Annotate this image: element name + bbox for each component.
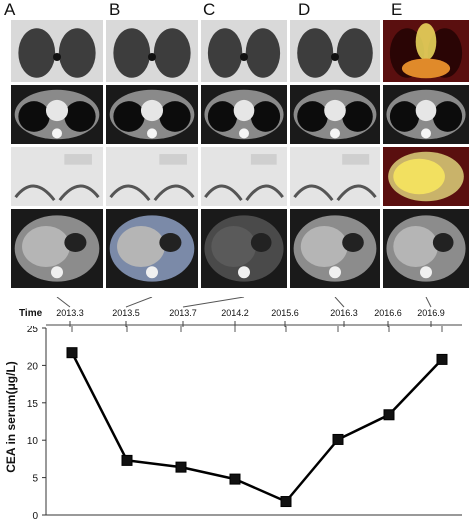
timeline-label: Time [19, 308, 43, 319]
ct-scan-liver-soft-tissue-window-panel-b [106, 209, 198, 288]
data-point-marker [175, 461, 187, 473]
panel-connector-line [125, 297, 153, 308]
timeline-date-label: 2013.7 [169, 308, 197, 318]
timeline-date-label: 2015.6 [271, 308, 299, 318]
ct-scan-liver-bone-window-panel-c [201, 147, 287, 206]
ct-scan-liver-soft-tissue-window-panel-e [383, 209, 469, 288]
panel-label-e: E [391, 0, 403, 19]
ct-scan-liver-bone-window-panel-a [11, 147, 103, 206]
ct-scan-liver-bone-window-panel-b [106, 147, 198, 206]
ct-scan-mediastinal-window-panel-c [201, 85, 287, 144]
ct-scan-lung-window-upper-chest-panel-b [106, 20, 198, 82]
ct-scan-liver-bone-window-panel-d [290, 147, 380, 206]
y-tick-label: 10 [27, 436, 39, 447]
ct-scan-liver-soft-tissue-window-panel-a [11, 209, 103, 288]
y-tick-label: 15 [27, 399, 39, 410]
ct-scan-mediastinal-window-panel-a [11, 85, 103, 144]
timeline-date-label: 2016.9 [417, 308, 445, 318]
panel-label-c: C [203, 0, 216, 19]
scan-image [106, 85, 198, 144]
timeline-date-label: 2016.3 [330, 308, 358, 318]
data-point-marker [332, 433, 344, 445]
panel-connector-line [56, 297, 71, 308]
scan-image [11, 209, 103, 288]
data-point-marker [66, 347, 78, 359]
ct-scan-liver-soft-tissue-window-panel-d [290, 209, 380, 288]
panel-connector-line [334, 297, 345, 308]
y-tick-label: 0 [32, 511, 38, 520]
timeline-date-label: 2013.5 [112, 308, 140, 318]
y-tick-label: 5 [32, 474, 38, 485]
scan-image [11, 147, 103, 206]
data-point-marker [383, 409, 395, 421]
y-tick-label: 25 [27, 326, 39, 335]
scan-image [11, 20, 103, 82]
ct-scan-mediastinal-window-panel-e [383, 85, 469, 144]
scan-image [383, 147, 469, 206]
data-point-marker [280, 496, 292, 508]
scan-image [11, 85, 103, 144]
ct-scan-mediastinal-window-panel-b [106, 85, 198, 144]
ct-scan-liver-soft-tissue-window-panel-c [201, 209, 287, 288]
panel-label-d: D [298, 0, 311, 19]
scan-image [106, 20, 198, 82]
panel-connector-line [425, 297, 432, 308]
cea-series-line [70, 352, 443, 503]
panel-label-a: A [4, 0, 16, 19]
panel-connector-line [182, 297, 245, 308]
ct-scan-mediastinal-window-panel-d [290, 85, 380, 144]
scan-image [383, 209, 469, 288]
data-point-marker [121, 454, 133, 466]
ct-scan-lung-window-upper-chest-panel-a [11, 20, 103, 82]
scan-image [290, 85, 380, 144]
timeline-date-label: 2013.3 [56, 308, 84, 318]
timeline-date-label: 2016.6 [374, 308, 402, 318]
scan-image [383, 20, 469, 82]
scan-image [383, 85, 469, 144]
data-point-marker [229, 473, 241, 485]
ct-scan-lung-window-upper-chest-panel-c [201, 20, 287, 82]
scan-image [201, 20, 287, 82]
scan-image [106, 147, 198, 206]
cea-line-chart: CEA in serum(μg/L) 0 5 10 15 20 25 [4, 326, 462, 520]
ct-scan-lung-window-upper-chest-panel-e [383, 20, 469, 82]
timeline-date-label: 2014.2 [221, 308, 249, 318]
y-tick-label: 20 [27, 361, 39, 372]
panel-label-b: B [109, 0, 121, 19]
scan-image [290, 20, 380, 82]
scan-image [201, 147, 287, 206]
y-axis-title: CEA in serum(μg/L) [4, 361, 18, 473]
ct-scan-lung-window-upper-chest-panel-d [290, 20, 380, 82]
scan-image [201, 209, 287, 288]
scan-image [106, 209, 198, 288]
scan-image [201, 85, 287, 144]
scan-image [290, 209, 380, 288]
timeline: Time 2013.3 2013.5 2013.7 2014.2 2015.6 2016.… [19, 297, 462, 327]
data-point-marker [436, 353, 448, 365]
scan-image [290, 147, 380, 206]
ct-scan-liver-bone-window-panel-e [383, 147, 469, 206]
